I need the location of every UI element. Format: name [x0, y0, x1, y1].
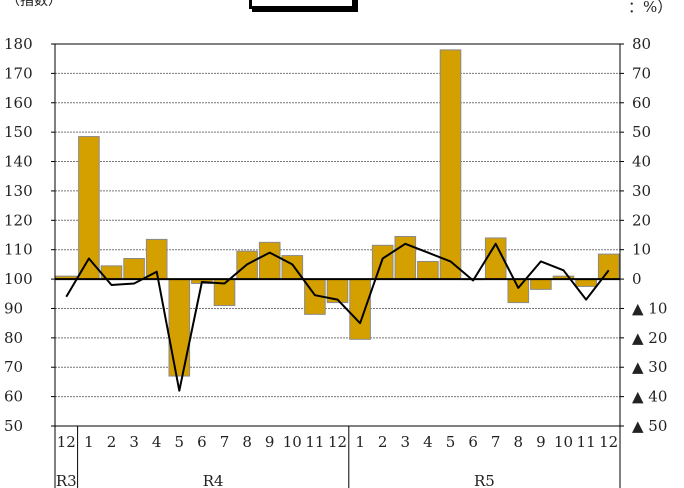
y-left-tick-label: 120	[4, 211, 33, 229]
y-right-tick-label: 60	[632, 94, 651, 112]
y-left-tick-label: 170	[4, 64, 33, 82]
y-right-tick-label: 10	[632, 241, 651, 259]
y-left-tick-label: 160	[4, 94, 33, 112]
y-left-tick-label: 140	[4, 153, 33, 171]
x-tick-label: 9	[265, 433, 275, 451]
bar	[349, 278, 371, 340]
y-left-tick-label: 110	[4, 241, 33, 259]
x-tick-label: 3	[129, 433, 139, 451]
x-tick-label: 10	[283, 433, 302, 451]
y-left-tick-label: 100	[4, 270, 33, 288]
y-left-tick-label: 60	[4, 388, 23, 406]
x-tick-label: 2	[107, 433, 117, 451]
x-tick-label: 6	[468, 433, 478, 451]
y-right-tick-label: ▲ 10	[632, 299, 667, 317]
y-left-tick-label: 50	[4, 417, 23, 435]
bar	[123, 258, 145, 280]
x-tick-label: 12	[328, 433, 347, 451]
x-tick-label: 11	[577, 433, 596, 451]
plot-frame	[54, 43, 621, 427]
bar	[530, 278, 552, 290]
bar	[575, 278, 597, 287]
y-right-tick-label: ▲ 50	[632, 417, 667, 435]
bar	[507, 278, 530, 304]
x-tick-label: 10	[554, 433, 573, 451]
bar	[417, 260, 439, 280]
year-group-label: R5	[474, 472, 495, 488]
x-tick-label: 7	[220, 433, 230, 451]
year-group-label: R4	[203, 472, 224, 488]
legend-box	[249, 0, 355, 9]
x-tick-label: 12	[57, 433, 76, 451]
x-tick-label: 11	[305, 433, 324, 451]
x-tick-label: 6	[197, 433, 207, 451]
bar	[439, 49, 462, 280]
y-left-tick-label: 90	[4, 299, 23, 317]
y-left-tick-label: 130	[4, 182, 33, 200]
y-right-tick-label: 20	[632, 211, 651, 229]
bar	[371, 244, 394, 280]
y-right-tick-label: ▲ 20	[632, 329, 667, 347]
year-group-label: R3	[56, 472, 77, 488]
y-left-tick-label: 70	[4, 358, 23, 376]
y-right-tick-label: 70	[632, 64, 651, 82]
y-right-tick-label: 30	[632, 182, 651, 200]
y-right-tick-label: 50	[632, 123, 651, 141]
x-tick-label: 1	[355, 433, 365, 451]
x-tick-label: 7	[491, 433, 501, 451]
y-right-tick-label: 0	[632, 270, 642, 288]
x-tick-label: 8	[242, 433, 252, 451]
x-tick-label: 5	[175, 433, 185, 451]
y-right-tick-label: ▲ 30	[632, 358, 667, 376]
y-left-tick-label: 180	[4, 35, 33, 53]
x-tick-label: 2	[378, 433, 388, 451]
bar	[258, 241, 281, 280]
x-tick-label: 8	[514, 433, 524, 451]
y-left-tick-label: 150	[4, 123, 33, 141]
x-tick-label: 1	[84, 433, 94, 451]
x-tick-label: 4	[152, 433, 162, 451]
x-tick-label: 3	[401, 433, 411, 451]
y-right-tick-label: 40	[632, 153, 651, 171]
x-tick-label: 12	[599, 433, 618, 451]
y-left-tick-label: 80	[4, 329, 23, 347]
bar	[168, 278, 191, 377]
right-axis-unit: ：%）	[628, 0, 673, 16]
y-right-tick-label: ▲ 40	[632, 388, 667, 406]
y-right-tick-label: 80	[632, 35, 651, 53]
x-tick-label: 9	[536, 433, 546, 451]
line-series	[65, 242, 610, 392]
bar	[597, 253, 620, 280]
left-axis-unit: （指数）	[6, 0, 62, 9]
x-tick-label: 4	[423, 433, 433, 451]
x-tick-label: 5	[446, 433, 456, 451]
